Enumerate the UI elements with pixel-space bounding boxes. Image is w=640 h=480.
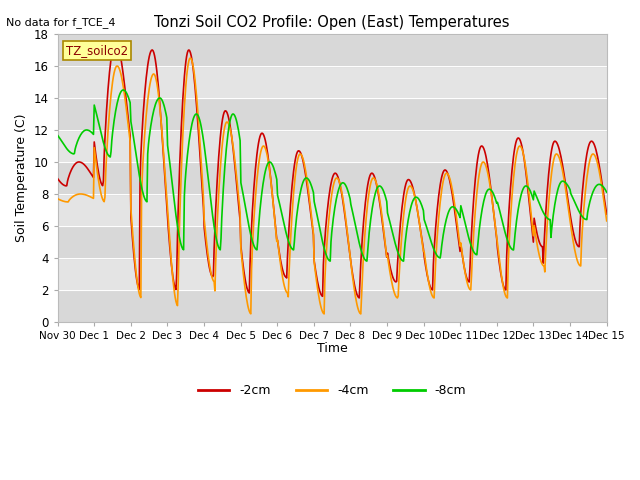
Bar (58, 162, 607, 194)
Bar (58, 34, 607, 66)
Text: TZ_soilco2: TZ_soilco2 (66, 44, 128, 57)
Bar (58, 66, 607, 98)
Bar (58, 98, 607, 130)
Bar (58, 258, 607, 290)
Legend: -2cm, -4cm, -8cm: -2cm, -4cm, -8cm (193, 379, 471, 402)
Text: No data for f_TCE_4: No data for f_TCE_4 (6, 17, 116, 28)
Bar (58, 2, 607, 34)
X-axis label: Time: Time (317, 342, 348, 355)
Y-axis label: Soil Temperature (C): Soil Temperature (C) (15, 114, 28, 242)
Bar (58, 290, 607, 322)
Bar (58, 226, 607, 258)
Bar (58, 130, 607, 162)
Title: Tonzi Soil CO2 Profile: Open (East) Temperatures: Tonzi Soil CO2 Profile: Open (East) Temp… (154, 15, 510, 30)
Bar (58, 194, 607, 226)
